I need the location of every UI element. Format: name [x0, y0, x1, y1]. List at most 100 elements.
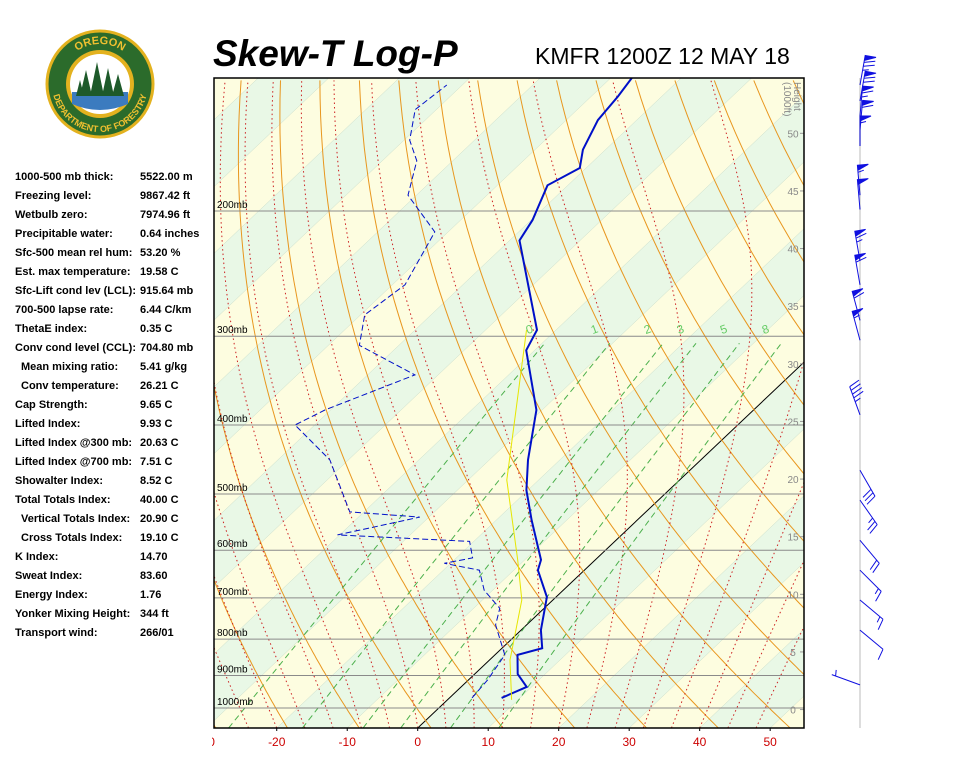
wind-barb — [854, 252, 867, 285]
wind-barb — [859, 115, 872, 146]
index-label: Sweat Index: — [15, 570, 82, 582]
index-label: Wetbulb zero: — [15, 209, 88, 221]
wind-barb — [859, 569, 882, 602]
chart-subtitle: KMFR 1200Z 12 MAY 18 — [535, 43, 790, 69]
index-value: 9.93 C — [140, 418, 172, 430]
wind-barb — [849, 379, 864, 415]
wind-barb — [859, 499, 878, 534]
sounding-line — [506, 329, 527, 700]
mixing-ratio-label: 1 — [589, 321, 600, 337]
y2-axis-label: Height — [791, 82, 802, 111]
index-value: 344 ft — [140, 608, 169, 620]
index-label: Vertical Totals Index: — [21, 513, 130, 525]
index-value: 5.41 g/kg — [140, 361, 187, 373]
dry-adiabat — [634, 80, 804, 406]
mixing-ratio-label: 5 — [718, 321, 729, 337]
y-tick-label: 900mb — [217, 664, 248, 675]
index-label: Precipitable water: — [15, 228, 113, 240]
index-value: 20.90 C — [140, 513, 179, 525]
wind-barb — [856, 178, 869, 210]
wind-barb — [859, 539, 880, 573]
index-value: 40.00 C — [140, 494, 179, 506]
wind-barb — [851, 308, 864, 341]
mixing-ratio-line — [302, 342, 611, 728]
index-label: Freezing level: — [15, 190, 91, 202]
index-value: 9.65 C — [140, 399, 172, 411]
moist-adiabat — [532, 80, 628, 728]
index-label: Lifted Index: — [15, 418, 80, 430]
index-label: K Index: — [15, 551, 58, 563]
plot-data: 0 1 2 3 5 8 — [294, 78, 771, 700]
logo: OREGON DEPARTMENT OF FORESTRY — [45, 29, 155, 139]
index-label: Sfc-500 mean rel hum: — [15, 247, 132, 259]
y2-tick-label: 40 — [787, 245, 799, 256]
sounding-line — [294, 84, 506, 699]
wind-barb — [859, 54, 877, 86]
index-label: Sfc-Lift cond lev (LCL): — [15, 285, 136, 297]
dry-adiabat — [674, 80, 804, 336]
y2-tick-label: 30 — [787, 360, 799, 371]
index-label: ThetaE index: — [15, 323, 87, 335]
index-value: 8.52 C — [140, 475, 172, 487]
index-value: 266/01 — [140, 627, 174, 639]
y2-tick-label: 45 — [787, 187, 799, 198]
moist-adiabat — [612, 80, 685, 728]
y-tick-label: 400mb — [217, 414, 248, 425]
isotherm — [488, 428, 804, 728]
mixing-ratio-label: 8 — [760, 321, 771, 337]
y2-axis-label: (1000ft) — [781, 82, 792, 116]
moist-adiabat — [468, 80, 581, 728]
isotherm — [629, 562, 804, 728]
index-value: 26.21 C — [140, 380, 179, 392]
y2-tick-label: 50 — [787, 129, 799, 140]
isotherm — [276, 228, 804, 728]
x-tick-label: -20 — [268, 735, 286, 749]
y-tick-label: 600mb — [217, 539, 248, 550]
index-value: 1.76 — [140, 589, 161, 601]
index-label: Energy Index: — [15, 589, 88, 601]
plot-frame — [213, 77, 805, 729]
index-value: 915.64 mb — [140, 285, 193, 297]
wind-barb — [859, 599, 884, 630]
index-label: 700-500 lapse rate: — [15, 304, 113, 316]
index-label: Showalter Index: — [15, 475, 103, 487]
index-value: 19.10 C — [140, 532, 179, 544]
wind-barb — [851, 288, 865, 321]
x-tick-label: -10 — [339, 735, 357, 749]
moist-adiabat — [371, 80, 505, 728]
logo-water — [72, 92, 128, 110]
x-tick-label: 40 — [693, 735, 707, 749]
y2-tick-label: 35 — [787, 302, 799, 313]
isotherm-band — [214, 161, 804, 728]
mixing-ratio-line — [228, 342, 546, 728]
wind-barb — [859, 629, 884, 660]
logo-top: OREGON — [73, 35, 128, 54]
mixing-ratio-label: 2 — [642, 321, 653, 337]
index-value: 83.60 — [140, 570, 168, 582]
x-tick-label: 30 — [623, 735, 637, 749]
isotherm-band — [214, 78, 804, 654]
isotherm — [214, 78, 682, 521]
index-label: Cross Totals Index: — [21, 532, 122, 544]
index-label: Lifted Index @300 mb: — [15, 437, 132, 449]
index-label: 1000-500 mb thick: — [15, 171, 113, 183]
y2-tick-label: 20 — [787, 475, 799, 486]
y-tick-label: 300mb — [217, 325, 248, 336]
index-label: Lifted Index @700 mb: — [15, 456, 132, 468]
index-label: Cap Strength: — [15, 399, 88, 411]
index-value: 9867.42 ft — [140, 190, 190, 202]
dry-adiabat — [556, 80, 804, 543]
isotherm — [214, 94, 804, 655]
dry-adiabat — [595, 80, 804, 475]
index-value: 20.63 C — [140, 437, 179, 449]
x-tick-label: 20 — [552, 735, 566, 749]
dry-adiabat — [214, 578, 288, 728]
index-label: Yonker Mixing Height: — [15, 608, 130, 620]
wind-barb — [854, 228, 867, 261]
y-tick-label: 1000mb — [217, 697, 254, 708]
index-value: 704.80 mb — [140, 342, 193, 354]
y2-tick-label: 25 — [787, 417, 799, 428]
chart-title: Skew-T Log-P — [213, 33, 458, 74]
y2-tick-label: 15 — [787, 533, 799, 544]
